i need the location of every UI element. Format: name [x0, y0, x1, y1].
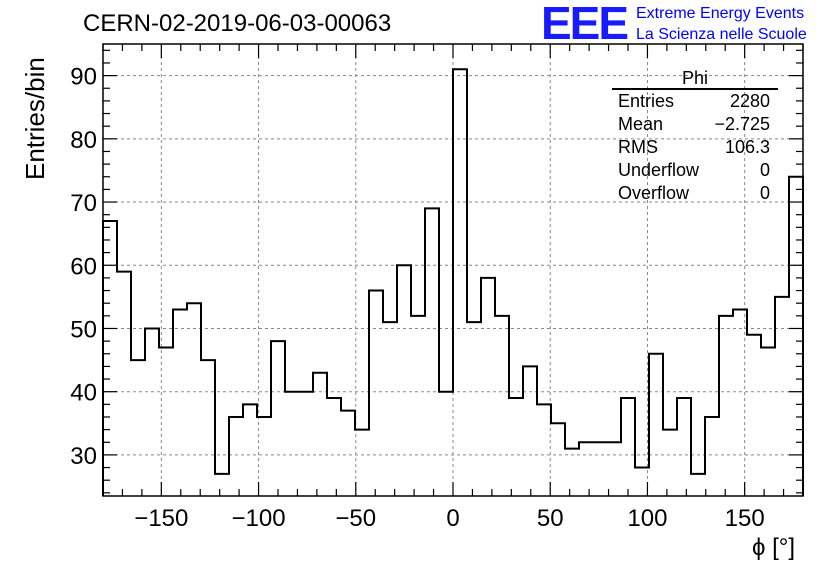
logo-subtitle-1: Extreme Energy Events — [636, 5, 805, 22]
stats-label: Entries — [618, 91, 675, 111]
stats-row-overflow: Overflow 0 — [612, 182, 778, 205]
histogram-line — [102, 68, 804, 496]
x-tick-label: 150 — [725, 505, 765, 532]
y-tick-label: 50 — [70, 316, 97, 343]
x-tick-label: −50 — [335, 505, 376, 532]
eee-logo: EEE — [541, 0, 629, 49]
stats-label: Mean — [618, 114, 664, 134]
x-tick-label: 100 — [627, 505, 667, 532]
run-title: CERN-02-2019-06-03-00063 — [83, 10, 392, 37]
y-tick-label: 80 — [70, 127, 97, 154]
x-tick-label: 0 — [446, 505, 459, 532]
stats-value: −2.725 — [714, 114, 770, 134]
y-tick-label: 90 — [70, 64, 97, 91]
logo-subtitle-2: La Scienza nelle Scuole — [636, 26, 807, 43]
y-tick-label: 30 — [70, 443, 97, 470]
stats-label: Overflow — [618, 183, 690, 203]
stats-row-mean: Mean −2.725 — [612, 113, 778, 136]
y-tick-label: 40 — [70, 380, 97, 407]
y-tick-label: 60 — [70, 253, 97, 280]
stats-label: RMS — [618, 137, 658, 157]
y-axis-label: Entries/bin — [20, 57, 50, 180]
stats-value: 106.3 — [724, 137, 770, 157]
stats-title: Phi — [612, 68, 778, 90]
stats-row-underflow: Underflow 0 — [612, 159, 778, 182]
stats-value: 2280 — [729, 91, 770, 111]
x-tick-label: −150 — [134, 505, 188, 532]
stats-row-rms: RMS 106.3 — [612, 136, 778, 159]
y-tick-label: 70 — [70, 190, 97, 217]
stats-box: Phi Entries 2280 Mean −2.725 RMS 106.3 U… — [612, 68, 778, 205]
x-tick-label: 50 — [537, 505, 564, 532]
x-axis-label: ϕ [°] — [752, 534, 796, 561]
x-tick-label: −100 — [232, 505, 286, 532]
stats-value: 0 — [759, 183, 770, 203]
stats-value: 0 — [759, 160, 770, 180]
stats-row-entries: Entries 2280 — [612, 90, 778, 113]
stats-label: Underflow — [618, 160, 700, 180]
